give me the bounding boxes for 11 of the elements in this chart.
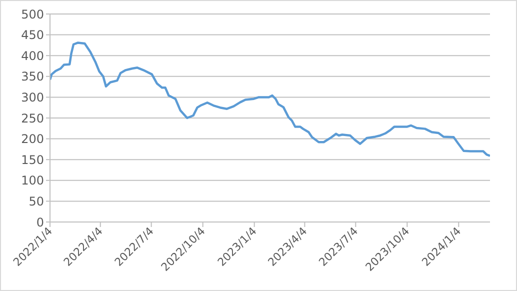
y-tick-label: 50 (28, 194, 44, 208)
y-tick-label: 250 (21, 111, 44, 126)
y-tick-label: 450 (21, 28, 44, 42)
y-tick-label: 300 (21, 90, 44, 104)
y-tick-label: 150 (21, 152, 44, 167)
y-tick-label: 500 (21, 7, 44, 22)
y-tick-label: 0 (36, 215, 44, 230)
y-tick-label: 200 (21, 132, 44, 146)
y-tick-label: 350 (21, 70, 44, 84)
y-tick-label: 400 (21, 48, 44, 63)
y-tick-label: 100 (21, 174, 44, 188)
